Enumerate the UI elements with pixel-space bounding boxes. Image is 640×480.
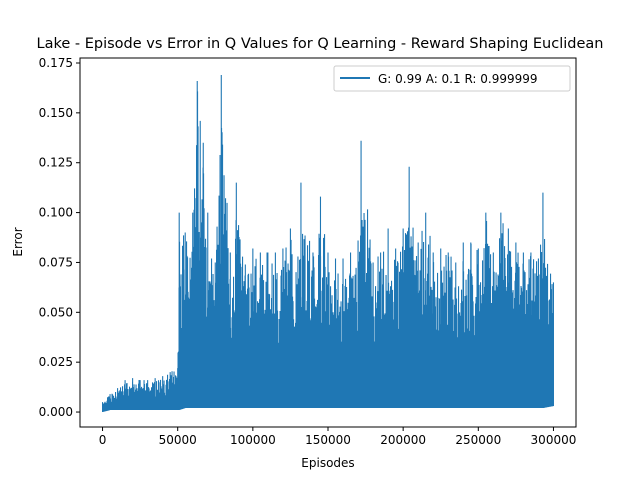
y-tick-label: 0.150 xyxy=(39,106,73,120)
x-tick-label: 50000 xyxy=(159,433,197,447)
y-axis: 0.000 0.025 0.050 0.075 0.100 0.125 0.150 0.175 xyxy=(39,56,80,419)
x-tick-label: 250000 xyxy=(455,433,501,447)
plot-area xyxy=(79,57,577,428)
x-axis: 0 50000 100000 150000 200000 250000 300000 xyxy=(99,427,577,447)
y-tick-label: 0.125 xyxy=(39,156,73,170)
chart-title: Lake - Episode vs Error in Q Values for … xyxy=(37,36,604,52)
y-tick-label: 0.000 xyxy=(39,405,73,419)
y-tick-label: 0.175 xyxy=(39,56,73,70)
y-tick-label: 0.050 xyxy=(39,305,73,319)
x-tick-label: 300000 xyxy=(531,433,577,447)
legend: G: 0.99 A: 0.1 R: 0.999999 xyxy=(333,65,571,92)
y-tick-label: 0.100 xyxy=(39,206,73,220)
x-tick-label: 0 xyxy=(99,433,107,447)
x-tick-label: 150000 xyxy=(305,433,351,447)
legend-box xyxy=(333,65,571,92)
series-line xyxy=(102,74,554,413)
y-tick-label: 0.025 xyxy=(39,355,73,369)
x-tick-label: 100000 xyxy=(230,433,276,447)
legend-label: G: 0.99 A: 0.1 R: 0.999999 xyxy=(378,72,538,86)
x-axis-label: Episodes xyxy=(301,456,354,470)
y-axis-label: Error xyxy=(11,227,25,256)
x-tick-label: 200000 xyxy=(380,433,426,447)
y-tick-label: 0.075 xyxy=(39,255,73,269)
